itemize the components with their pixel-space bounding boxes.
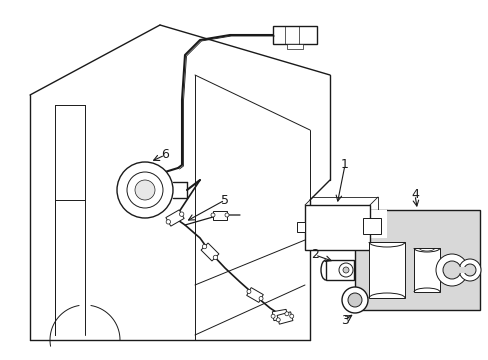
Circle shape [270, 314, 275, 318]
Bar [459, 267, 467, 273]
Circle shape [259, 297, 263, 301]
Polygon shape [277, 312, 292, 324]
Circle shape [458, 259, 480, 281]
Circle shape [289, 314, 293, 318]
Circle shape [135, 180, 155, 200]
Circle shape [166, 220, 170, 224]
Bar [286, 44, 303, 49]
Text: 4: 4 [410, 189, 418, 202]
Circle shape [179, 212, 183, 216]
Circle shape [210, 213, 215, 217]
Circle shape [341, 287, 367, 313]
Text: 5: 5 [221, 194, 228, 207]
Bar [296, 222, 305, 232]
Polygon shape [272, 309, 287, 321]
Bar [354, 210, 386, 238]
Polygon shape [165, 210, 184, 226]
Bar [305, 205, 369, 250]
Bar [362, 218, 380, 234]
Polygon shape [213, 211, 226, 220]
Circle shape [202, 244, 206, 249]
Text: 1: 1 [340, 158, 348, 171]
Circle shape [213, 255, 217, 260]
Circle shape [442, 261, 460, 279]
Circle shape [276, 318, 280, 322]
Polygon shape [201, 243, 219, 261]
Bar [354, 210, 479, 310]
Circle shape [285, 312, 288, 316]
Bar [272, 26, 316, 44]
Bar [325, 260, 353, 280]
Bar [369, 223, 376, 231]
Circle shape [224, 213, 228, 217]
Circle shape [117, 162, 173, 218]
Text: 3: 3 [340, 314, 348, 327]
Circle shape [347, 293, 361, 307]
Circle shape [338, 263, 352, 277]
Polygon shape [246, 288, 263, 302]
Text: 6: 6 [161, 148, 168, 162]
Text: 2: 2 [310, 248, 318, 261]
Circle shape [246, 289, 250, 293]
Circle shape [463, 264, 475, 276]
Circle shape [342, 267, 348, 273]
Bar [413, 248, 439, 292]
Circle shape [435, 254, 467, 286]
Circle shape [127, 172, 163, 208]
Bar [368, 242, 404, 298]
